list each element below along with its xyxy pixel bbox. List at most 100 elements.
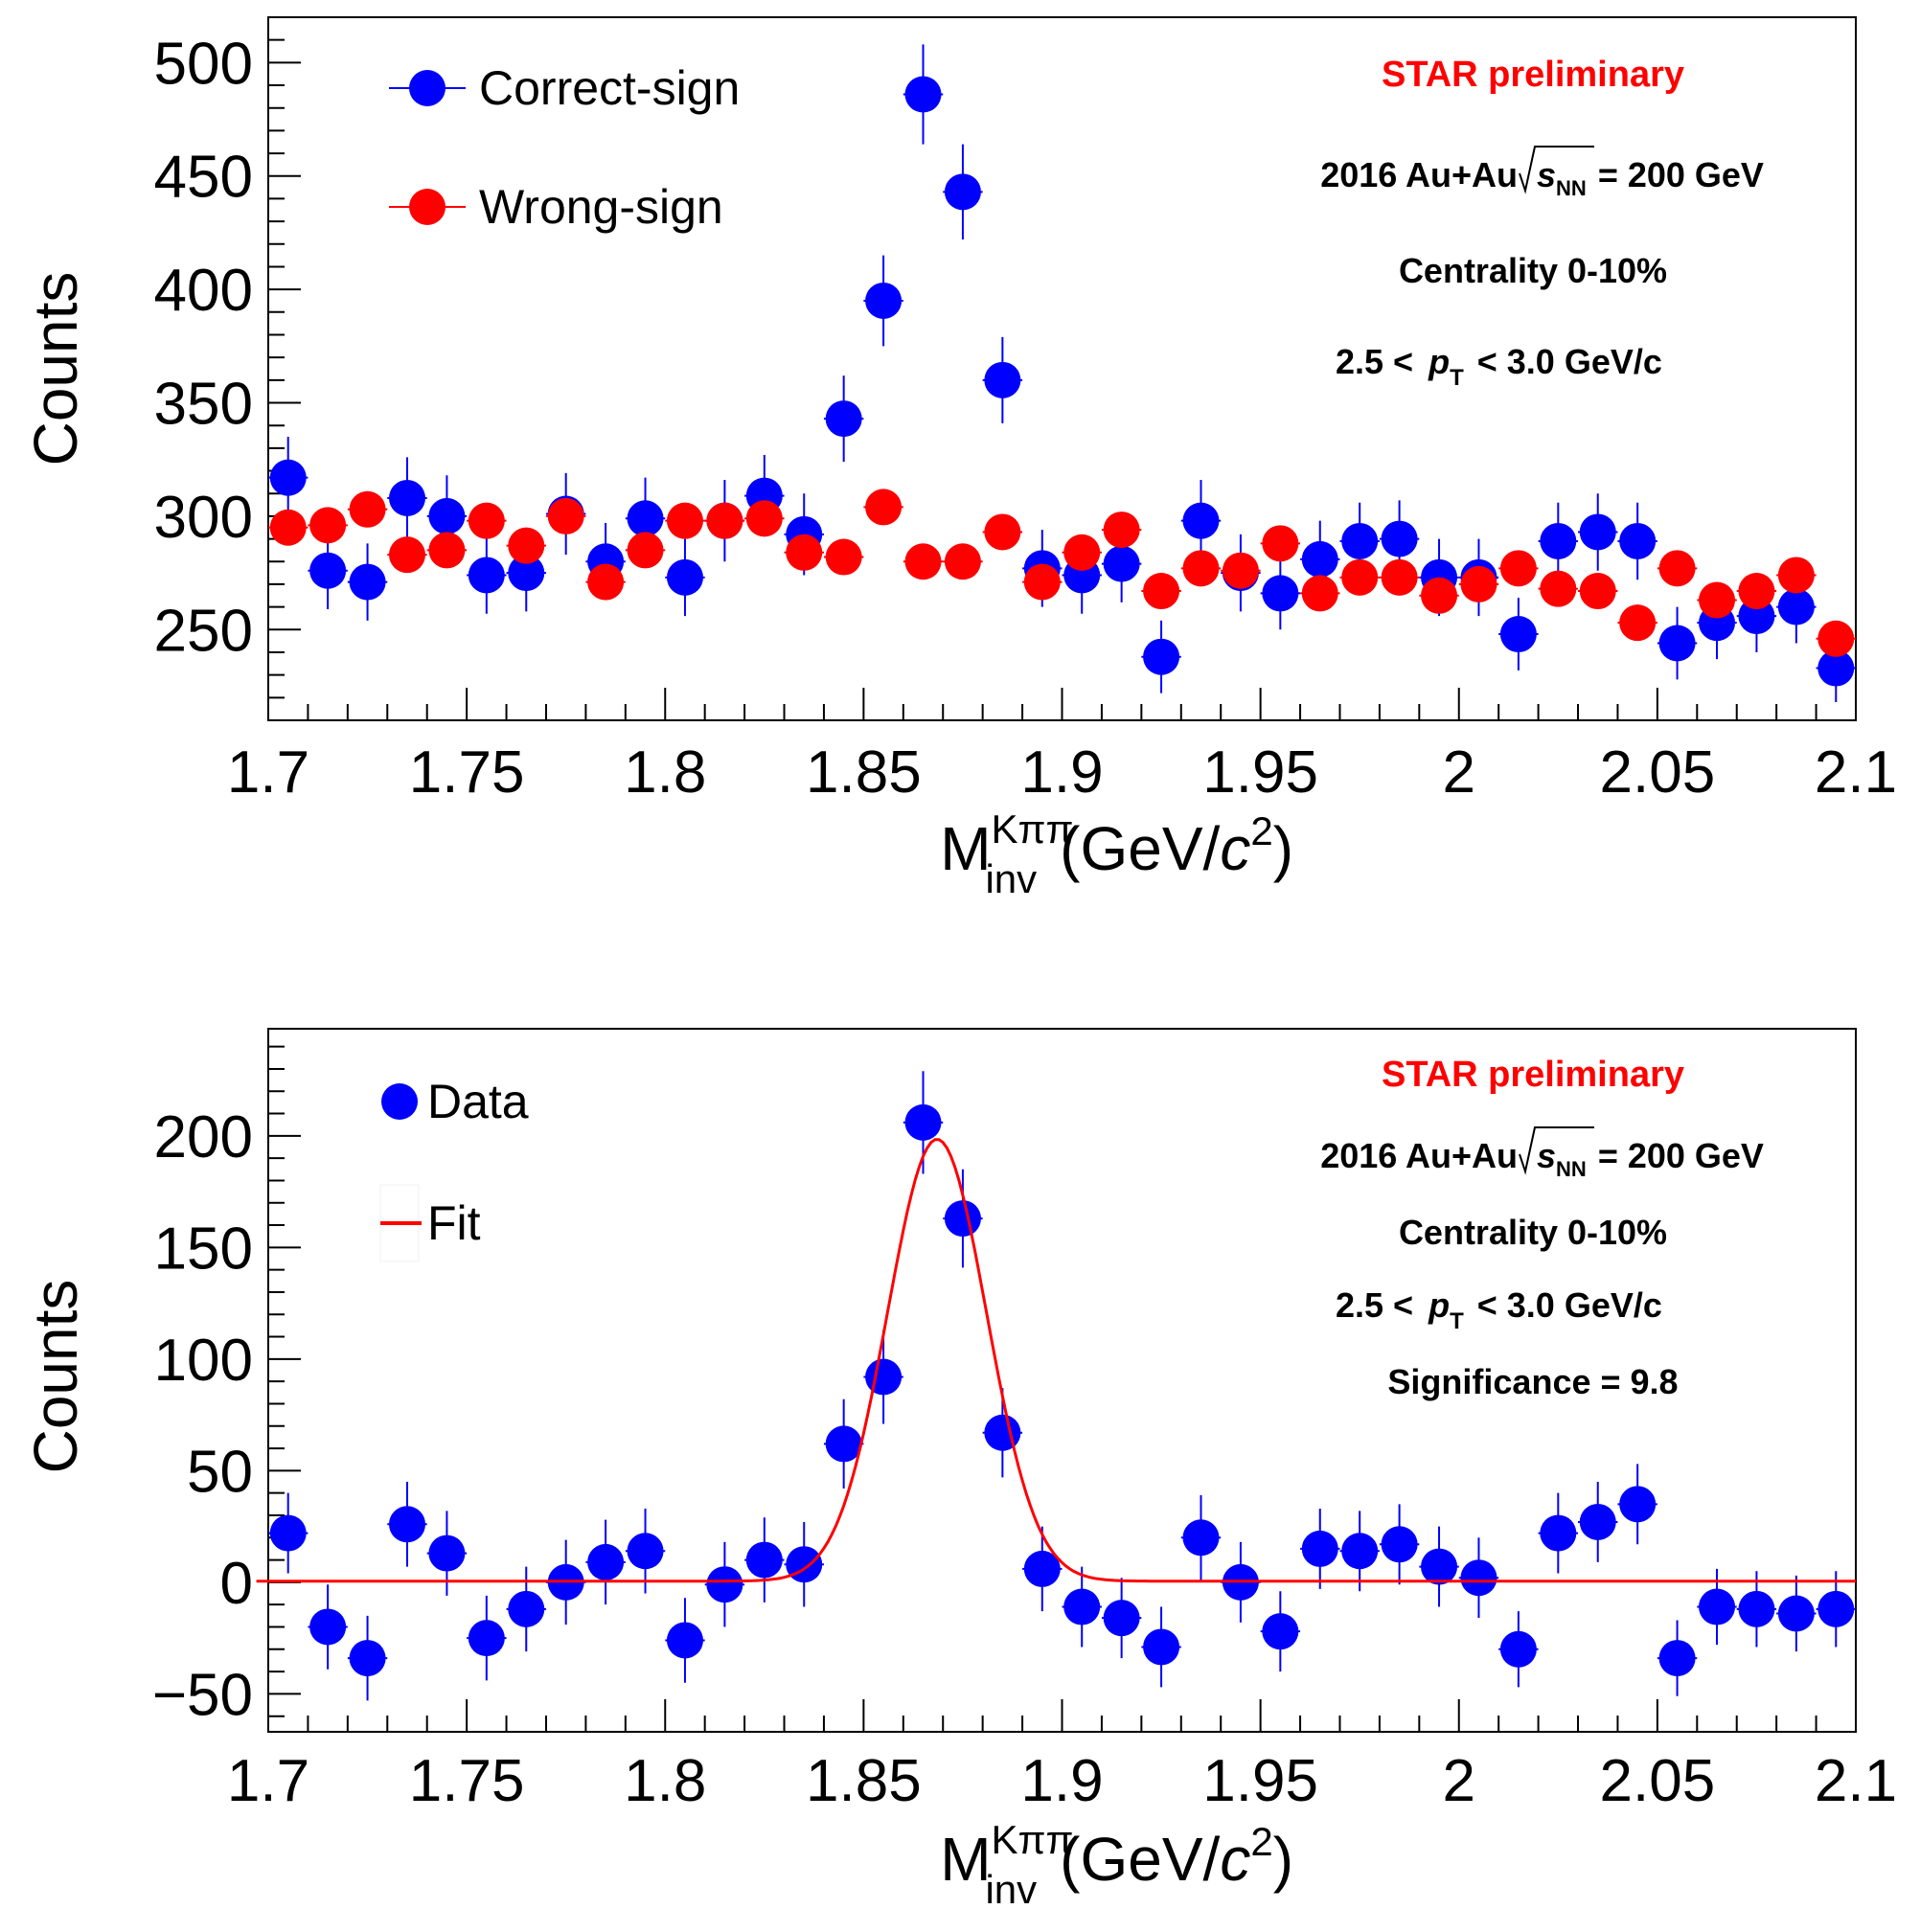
data-point (1301, 575, 1338, 612)
sqrt-s-sub: NN (1556, 1157, 1587, 1181)
data-point (865, 1358, 903, 1396)
x-tick-label: 1.85 (806, 1748, 922, 1814)
pt-var: p (1428, 1285, 1450, 1325)
pt-suffix: < 3.0 GeV/c (1477, 1285, 1662, 1325)
data-point (269, 459, 307, 496)
data-point (1262, 575, 1299, 612)
data-point (1262, 1613, 1299, 1650)
data-point (309, 1608, 347, 1646)
data-point (666, 1622, 703, 1659)
data-point (1222, 552, 1259, 589)
data-point (944, 543, 981, 580)
data-point (587, 563, 625, 601)
x-axis-title-unit-exp: 2 (1250, 808, 1272, 853)
legend: Data Fit (379, 1075, 529, 1262)
collision-system-label: 2016 Au+Au sNN = 200 GeV (1320, 1126, 1764, 1181)
pt-var: p (1428, 342, 1450, 381)
data-point (627, 532, 664, 569)
data-point (468, 502, 505, 539)
y-tick-label: 300 (154, 485, 253, 551)
x-axis-title: MKππ inv (GeV/c2) (940, 1817, 1293, 1912)
data-point (1381, 558, 1418, 596)
data-point (1658, 1640, 1696, 1677)
significance-label: Significance = 9.8 (1387, 1362, 1678, 1401)
data-point (309, 507, 347, 544)
x-axis-title-unit-open: (GeV/ (1060, 1825, 1220, 1894)
x-tick-label: 1.8 (624, 1748, 706, 1814)
series-wrong-sign (268, 489, 1856, 657)
data-point (1421, 1548, 1458, 1585)
pt-range-label: 2.5 < pT < 3.0 GeV/c (1336, 1285, 1662, 1334)
x-axis-title-unit-close: ) (1273, 1825, 1293, 1894)
y-axis-title: Counts (21, 1280, 90, 1474)
data-point (1182, 502, 1220, 539)
legend-label: Data (427, 1075, 529, 1128)
data-point (1619, 522, 1657, 559)
data-point (1817, 649, 1855, 687)
data-point (269, 509, 307, 546)
centrality-label: Centrality 0-10% (1399, 251, 1667, 290)
x-tick-label: 2.1 (1815, 739, 1897, 806)
x-tick-label: 2.05 (1600, 1748, 1716, 1814)
pt-sub: T (1450, 1308, 1464, 1334)
data-point (786, 1546, 823, 1583)
data-point (984, 361, 1021, 398)
experiment-label: STAR preliminary (1382, 55, 1684, 95)
data-point (1301, 540, 1338, 578)
system-prefix: 2016 Au+Au (1320, 155, 1518, 194)
x-tick-label: 1.7 (227, 739, 309, 806)
legend-marker (381, 1083, 418, 1120)
data-point (1182, 1519, 1220, 1557)
y-tick-label: 350 (154, 372, 253, 438)
x-axis-title-main: M (940, 1825, 991, 1894)
x-axis-title-unit-close: ) (1273, 814, 1293, 883)
x-tick-label: 2.05 (1600, 739, 1716, 806)
data-point (1738, 573, 1775, 610)
data-point (825, 1425, 862, 1463)
data-point (1182, 550, 1220, 587)
data-point (388, 1506, 425, 1543)
x-axis-title-sup: Kππ (992, 1817, 1074, 1862)
system-suffix: = 200 GeV (1598, 1136, 1764, 1175)
data-point (1341, 522, 1379, 559)
data-point (547, 497, 584, 534)
data-point (349, 490, 386, 528)
series-data (268, 1071, 1856, 1701)
data-point (786, 534, 823, 571)
data-point (984, 1414, 1021, 1451)
data-point (468, 1620, 505, 1657)
y-tick-label: 100 (154, 1328, 253, 1394)
x-tick-label: 1.8 (624, 739, 706, 806)
experiment-label: STAR preliminary (1382, 1055, 1684, 1095)
data-point (706, 502, 743, 539)
data-point (1460, 565, 1497, 602)
data-point (1143, 573, 1180, 610)
data-point (1658, 550, 1696, 587)
data-point (1063, 1588, 1101, 1625)
data-point (1143, 1628, 1180, 1666)
data-point (1579, 513, 1616, 551)
data-point (508, 527, 545, 564)
y-tick-label: 200 (154, 1104, 253, 1171)
x-tick-label: 1.95 (1202, 739, 1318, 806)
data-point (1540, 1514, 1577, 1552)
y-tick-label: 150 (154, 1216, 253, 1282)
legend-marker (409, 189, 446, 225)
x-tick-label: 2 (1443, 1748, 1475, 1814)
pt-prefix: 2.5 < (1336, 1285, 1413, 1325)
legend: Correct-sign Wrong-sign (389, 61, 740, 234)
data-point (1699, 1588, 1736, 1625)
data-point (1540, 570, 1577, 607)
data-point (428, 532, 466, 569)
data-point (1063, 534, 1101, 571)
x-tick-label: 1.85 (806, 739, 922, 806)
data-point (1143, 638, 1180, 675)
data-point (349, 563, 386, 601)
x-axis-title-unit-c: c (1220, 814, 1250, 883)
data-point (1460, 1559, 1497, 1597)
series-fit (256, 1138, 1856, 1583)
data-point (904, 76, 942, 113)
y-tick-label: 450 (154, 145, 253, 211)
